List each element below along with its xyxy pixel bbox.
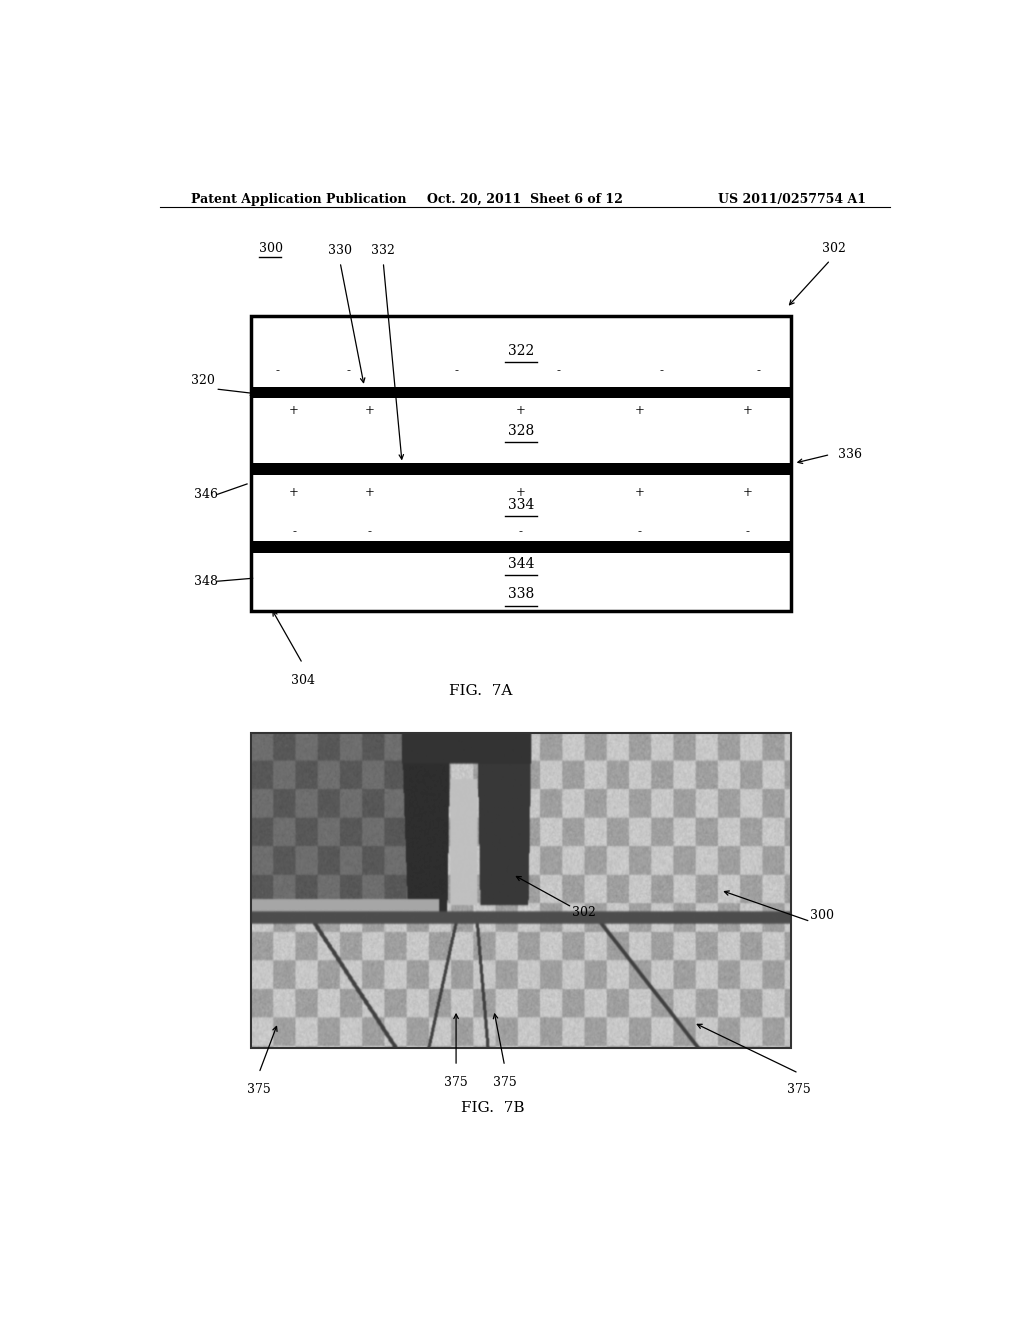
Bar [251,463,791,475]
Text: +: + [289,486,299,499]
Text: 300: 300 [811,909,835,921]
Text: +: + [635,404,644,417]
Text: 328: 328 [508,424,534,438]
Text: -: - [745,525,750,539]
Text: +: + [742,486,753,499]
Text: FIG.  7B: FIG. 7B [461,1101,525,1114]
Text: 375: 375 [493,1076,516,1089]
Text: +: + [365,404,375,417]
Text: +: + [289,404,299,417]
Text: -: - [557,364,560,378]
Text: 346: 346 [194,488,218,500]
Text: -: - [659,364,664,378]
Text: -: - [346,364,350,378]
Text: 375: 375 [247,1084,270,1097]
Text: 338: 338 [508,587,534,602]
Text: US 2011/0257754 A1: US 2011/0257754 A1 [718,193,866,206]
Text: 348: 348 [194,574,218,587]
Text: 375: 375 [444,1076,468,1089]
Text: Patent Application Publication: Patent Application Publication [191,193,407,206]
Bar [251,733,791,1048]
Bar [251,541,791,553]
Bar [251,315,791,611]
Text: 336: 336 [839,447,862,461]
Text: 304: 304 [291,673,314,686]
Text: Oct. 20, 2011  Sheet 6 of 12: Oct. 20, 2011 Sheet 6 of 12 [427,193,623,206]
Text: 320: 320 [191,375,215,387]
Text: 302: 302 [572,906,596,919]
Text: -: - [757,364,760,378]
Text: -: - [292,525,296,539]
Bar [251,387,791,399]
Text: 322: 322 [508,345,534,358]
Text: -: - [519,525,523,539]
Text: -: - [368,525,372,539]
Text: 344: 344 [508,557,535,570]
Text: 302: 302 [822,242,846,255]
Text: +: + [516,404,525,417]
Text: 300: 300 [259,242,283,255]
Text: +: + [742,404,753,417]
Text: 332: 332 [372,244,395,257]
Text: 330: 330 [328,244,352,257]
Text: +: + [516,486,525,499]
Text: -: - [638,525,642,539]
Text: -: - [454,364,458,378]
Text: +: + [635,486,644,499]
Text: 334: 334 [508,498,535,512]
Text: 375: 375 [786,1084,810,1097]
Text: -: - [276,364,280,378]
Text: FIG.  7A: FIG. 7A [450,684,513,698]
Text: +: + [365,486,375,499]
